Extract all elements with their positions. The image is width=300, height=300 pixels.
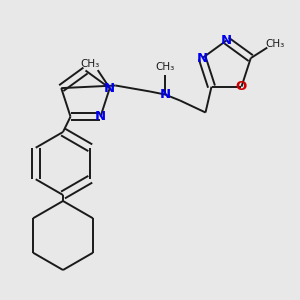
Text: CH₃: CH₃ [265,39,284,49]
Text: N: N [221,34,232,47]
Text: N: N [104,82,115,94]
Text: CH₃: CH₃ [155,62,175,73]
Text: N: N [197,52,208,64]
Text: N: N [159,88,171,101]
Text: CH₃: CH₃ [81,58,100,68]
Text: O: O [236,80,247,93]
Text: N: N [95,110,106,123]
